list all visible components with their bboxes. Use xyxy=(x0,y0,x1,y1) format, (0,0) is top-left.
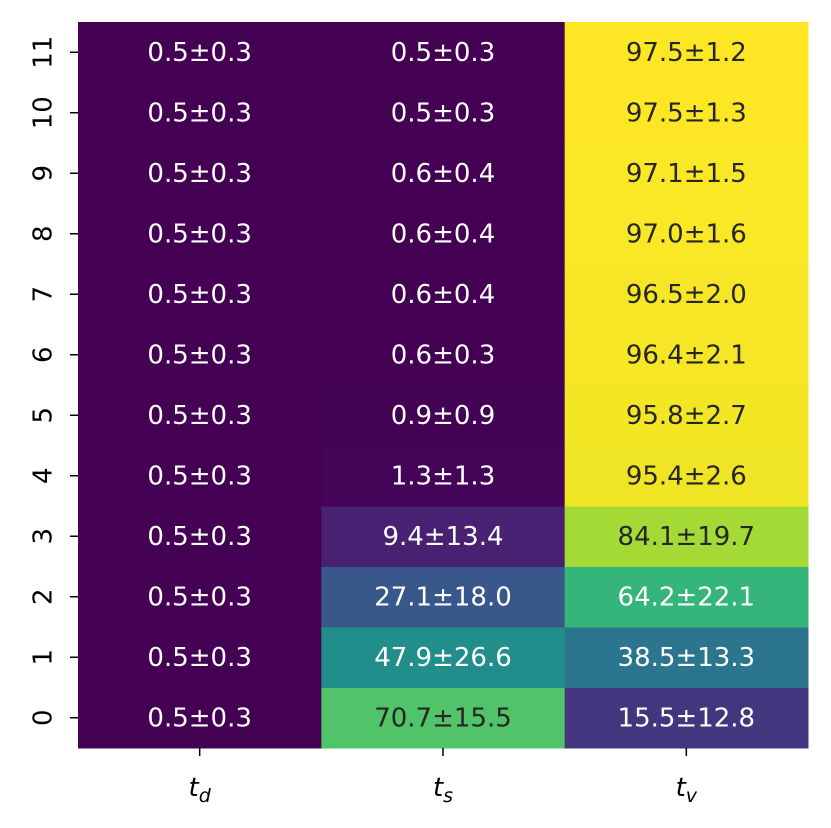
heatmap-cell xyxy=(78,627,322,688)
heatmap-cell xyxy=(321,687,566,749)
cell-label: 97.5±1.3 xyxy=(626,98,747,128)
cell-label: 97.5±1.2 xyxy=(626,38,747,68)
y-tick-label: 5 xyxy=(29,407,59,424)
cell-label: 0.5±0.3 xyxy=(147,159,251,189)
x-tick-label: ts xyxy=(433,773,453,807)
cell-label: 15.5±12.8 xyxy=(618,703,756,733)
y-tick-label: 1 xyxy=(29,649,59,666)
heatmap-cell xyxy=(78,324,322,386)
heatmap-cell xyxy=(78,445,322,507)
heatmap-cell xyxy=(78,506,322,567)
cell-label: 96.5±2.0 xyxy=(626,280,747,310)
heatmap-cell xyxy=(564,22,809,83)
heatmap-cell xyxy=(321,264,566,325)
heatmap-cell xyxy=(321,22,566,83)
heatmap-cell xyxy=(321,506,566,567)
cell-label: 0.5±0.3 xyxy=(147,643,251,673)
cell-label: 84.1±19.7 xyxy=(618,522,756,552)
cell-label: 9.4±13.4 xyxy=(382,522,503,552)
heatmap-cell xyxy=(321,385,566,446)
heatmap-cell xyxy=(564,566,809,628)
y-tick-label: 3 xyxy=(29,528,59,545)
cell-label: 0.5±0.3 xyxy=(147,219,251,249)
cell-label: 0.5±0.3 xyxy=(147,703,251,733)
x-tick-label: td xyxy=(189,773,212,807)
heatmap-cell xyxy=(78,264,322,325)
heatmap-cell xyxy=(321,445,566,507)
heatmap-cell xyxy=(78,566,322,628)
y-tick-label: 7 xyxy=(29,286,59,303)
cell-label: 1.3±1.3 xyxy=(391,461,495,491)
y-tick-label: 6 xyxy=(29,346,59,363)
y-tick-label: 8 xyxy=(29,225,59,242)
heatmap-cell xyxy=(321,203,566,265)
cell-label: 0.5±0.3 xyxy=(147,582,251,612)
cell-label: 0.5±0.3 xyxy=(147,461,251,491)
cell-label: 0.5±0.3 xyxy=(147,522,251,552)
cell-label: 70.7±15.5 xyxy=(374,703,512,733)
cell-label: 0.5±0.3 xyxy=(391,38,495,68)
y-tick-label: 9 xyxy=(29,165,59,182)
y-tick-label: 4 xyxy=(29,467,59,484)
heatmap-cell xyxy=(321,143,566,204)
cell-label: 0.5±0.3 xyxy=(147,280,251,310)
cell-label: 0.5±0.3 xyxy=(147,38,251,68)
y-tick-label: 0 xyxy=(29,709,59,726)
y-tick-label: 11 xyxy=(29,36,59,69)
heatmap-cell xyxy=(321,324,566,386)
cell-label: 0.9±0.9 xyxy=(391,401,495,431)
cell-label: 38.5±13.3 xyxy=(618,643,756,673)
heatmap-cell xyxy=(321,627,566,688)
cell-label: 0.6±0.4 xyxy=(391,280,495,310)
cell-label: 0.5±0.3 xyxy=(147,401,251,431)
cell-label: 27.1±18.0 xyxy=(374,582,512,612)
cell-label: 0.6±0.3 xyxy=(391,340,495,370)
cell-label: 47.9±26.6 xyxy=(374,643,512,673)
heatmap-cell xyxy=(564,203,809,265)
heatmap-cell xyxy=(564,506,809,567)
heatmap-cell xyxy=(564,143,809,204)
x-tick-label: tv xyxy=(676,773,698,807)
heatmap-cell xyxy=(78,203,322,265)
y-tick-label: 10 xyxy=(29,96,59,129)
heatmap-cell xyxy=(78,687,322,749)
cell-label: 0.5±0.3 xyxy=(391,98,495,128)
cell-label: 95.4±2.6 xyxy=(626,461,747,491)
heatmap-cell xyxy=(564,687,809,749)
cell-label: 0.5±0.3 xyxy=(147,98,251,128)
cell-label: 97.0±1.6 xyxy=(626,219,747,249)
heatmap-cell xyxy=(78,82,322,144)
y-tick-label: 2 xyxy=(29,588,59,605)
heatmap-cell xyxy=(321,566,566,628)
cell-label: 64.2±22.1 xyxy=(618,582,756,612)
heatmap-cell xyxy=(564,445,809,507)
heatmap-cell xyxy=(564,324,809,386)
heatmap-cell xyxy=(78,22,322,83)
heatmap-cell xyxy=(564,82,809,144)
cell-label: 97.1±1.5 xyxy=(626,159,747,189)
cell-label: 0.5±0.3 xyxy=(147,340,251,370)
heatmap-cell xyxy=(564,385,809,446)
cell-label: 95.8±2.7 xyxy=(626,401,747,431)
heatmap-cell xyxy=(78,143,322,204)
heatmap-cell xyxy=(321,82,566,144)
heatmap-cell xyxy=(564,627,809,688)
cell-label: 96.4±2.1 xyxy=(626,340,747,370)
heatmap-cell xyxy=(564,264,809,325)
heatmap-cell xyxy=(78,385,322,446)
cell-label: 0.6±0.4 xyxy=(391,159,495,189)
cell-label: 0.6±0.4 xyxy=(391,219,495,249)
